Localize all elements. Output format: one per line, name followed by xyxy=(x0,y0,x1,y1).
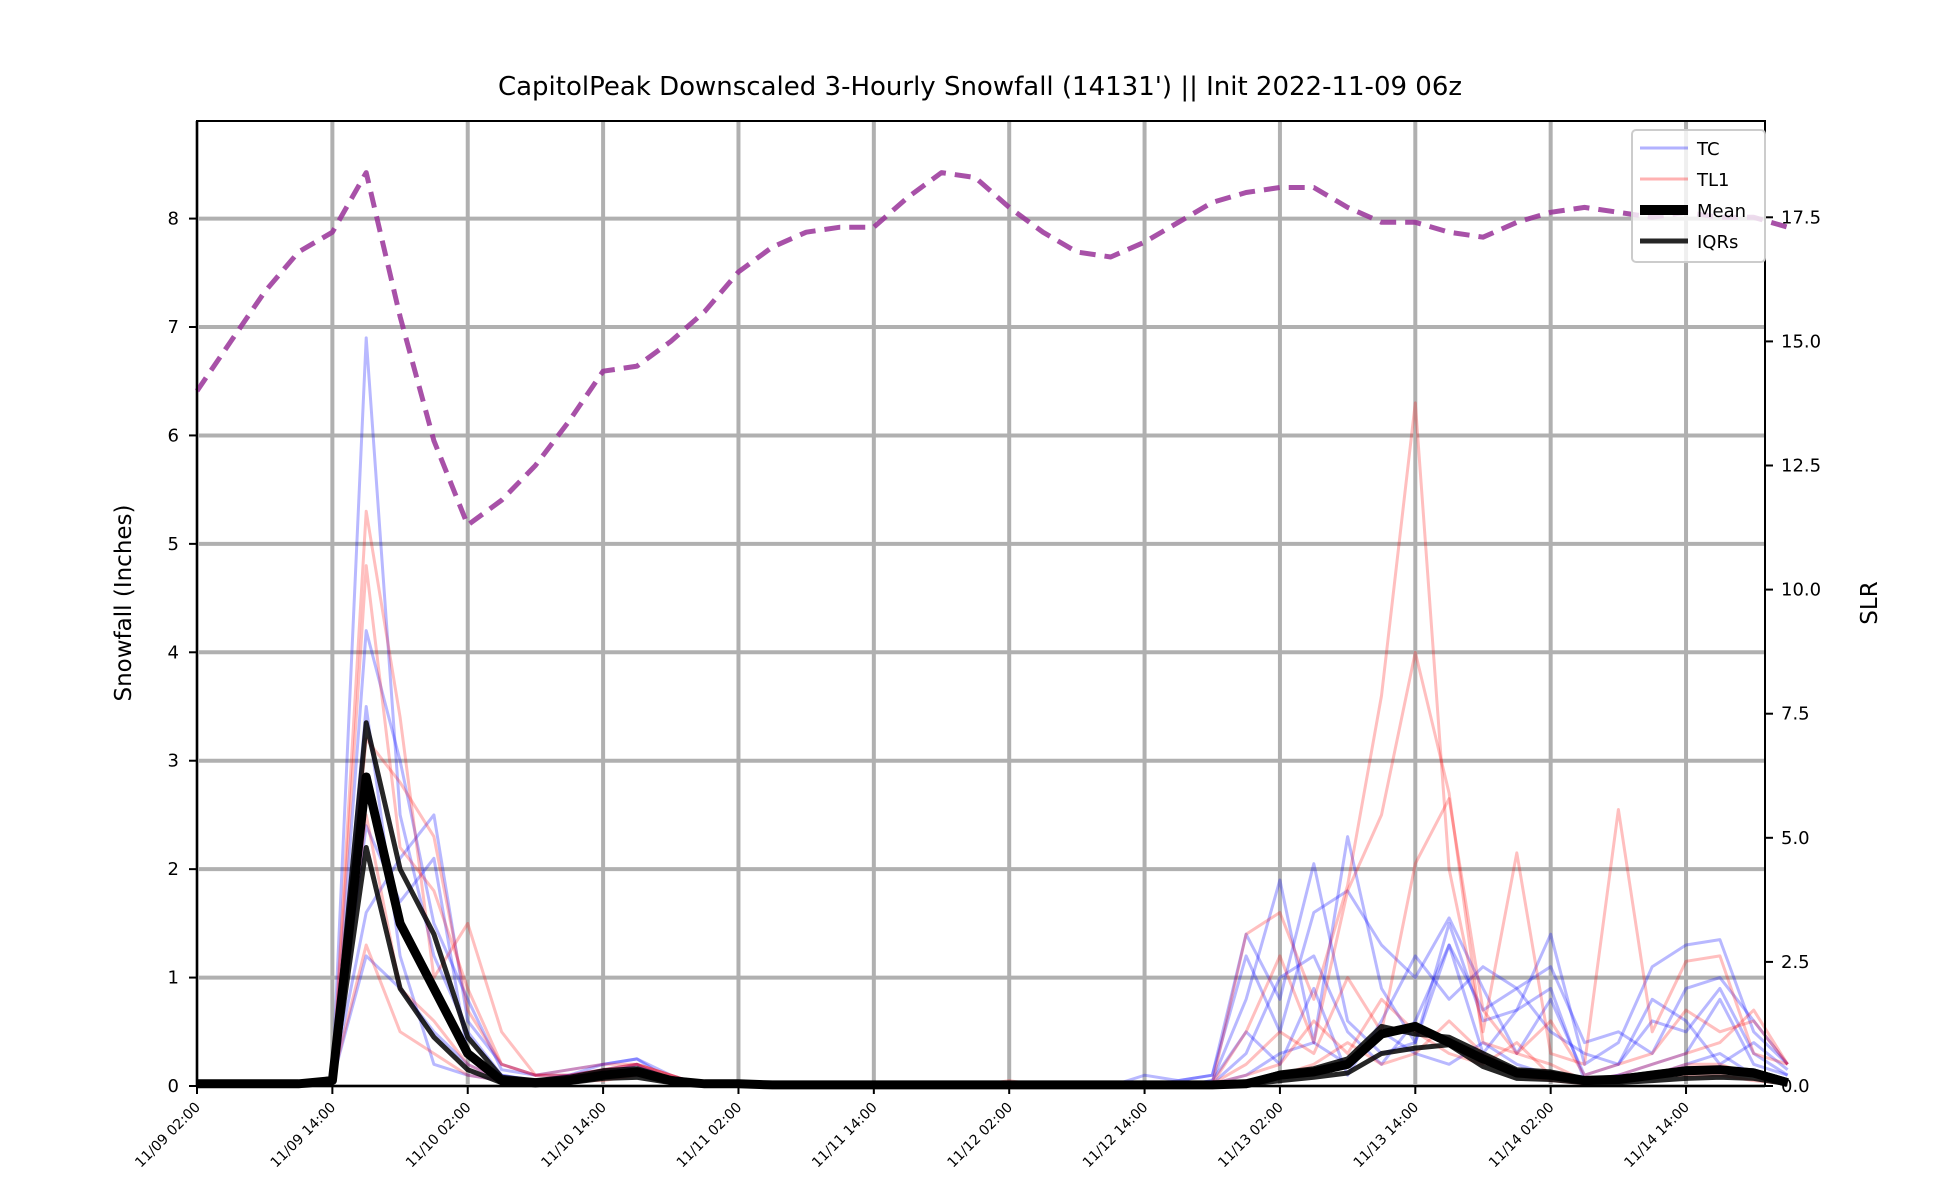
y-tick-label: 0 xyxy=(168,1076,179,1097)
x-tick-label: 11/11 02:00 xyxy=(674,1100,746,1172)
legend-label: TL1 xyxy=(1696,170,1729,191)
grid-lines xyxy=(195,121,1765,1088)
ensemble-stats xyxy=(197,720,1789,1090)
y-tick-label: 8 xyxy=(168,209,179,230)
y-tick-label: 7 xyxy=(168,317,179,338)
y-tick-label: 4 xyxy=(168,642,179,663)
legend-box xyxy=(1631,129,1766,263)
x-tick-label: 11/13 14:00 xyxy=(1351,1100,1423,1172)
x-tick-label: 11/12 02:00 xyxy=(945,1100,1017,1172)
legend-label: TC xyxy=(1696,139,1720,160)
y2-tick-label: 17.5 xyxy=(1781,207,1821,228)
x-tick-label: 11/14 14:00 xyxy=(1621,1100,1693,1172)
legend-label: IQRs xyxy=(1697,232,1738,253)
x-tick-label: 11/14 02:00 xyxy=(1486,1100,1558,1172)
y2-tick-label: 15.0 xyxy=(1781,331,1821,352)
y-tick-label: 1 xyxy=(168,968,179,989)
y2-tick-label: 7.5 xyxy=(1781,704,1810,725)
y2-tick-label: 10.0 xyxy=(1781,580,1821,601)
axis-ticks: 11/09 02:00 11/09 14:00 11/10 02:00 11/10 1… xyxy=(132,207,1821,1171)
x-tick-label: 11/13 02:00 xyxy=(1215,1100,1287,1172)
y-tick-label: 2 xyxy=(168,859,179,880)
x-tick-label: 11/10 14:00 xyxy=(538,1100,610,1172)
x-tick-label: 11/10 02:00 xyxy=(403,1100,475,1172)
legend: TC TL1 Mean IQRs xyxy=(1631,129,1766,263)
y2-axis-label: SLR xyxy=(1857,581,1883,624)
y-tick-label: 5 xyxy=(168,534,179,555)
y2-tick-label: 0.0 xyxy=(1781,1076,1810,1097)
plot-frame xyxy=(196,120,1766,1087)
y-axis-label: Snowfall (Inches) xyxy=(111,504,137,701)
slr-line xyxy=(194,170,1789,528)
y2-tick-label: 12.5 xyxy=(1781,456,1821,477)
legend-label: Mean xyxy=(1697,201,1746,222)
x-tick-label: 11/11 14:00 xyxy=(809,1100,881,1172)
y2-tick-label: 5.0 xyxy=(1781,828,1810,849)
mean-line xyxy=(197,772,1789,1090)
y-tick-label: 6 xyxy=(168,425,179,446)
x-tick-label: 11/09 02:00 xyxy=(132,1100,204,1172)
y2-tick-label: 2.5 xyxy=(1781,952,1810,973)
chart-title: CapitolPeak Downscaled 3-Hourly Snowfall… xyxy=(498,72,1462,102)
x-tick-label: 11/12 14:00 xyxy=(1080,1100,1152,1172)
x-tick-label: 11/09 14:00 xyxy=(268,1100,340,1172)
y-tick-label: 3 xyxy=(168,751,179,772)
slr-series xyxy=(194,170,1789,528)
